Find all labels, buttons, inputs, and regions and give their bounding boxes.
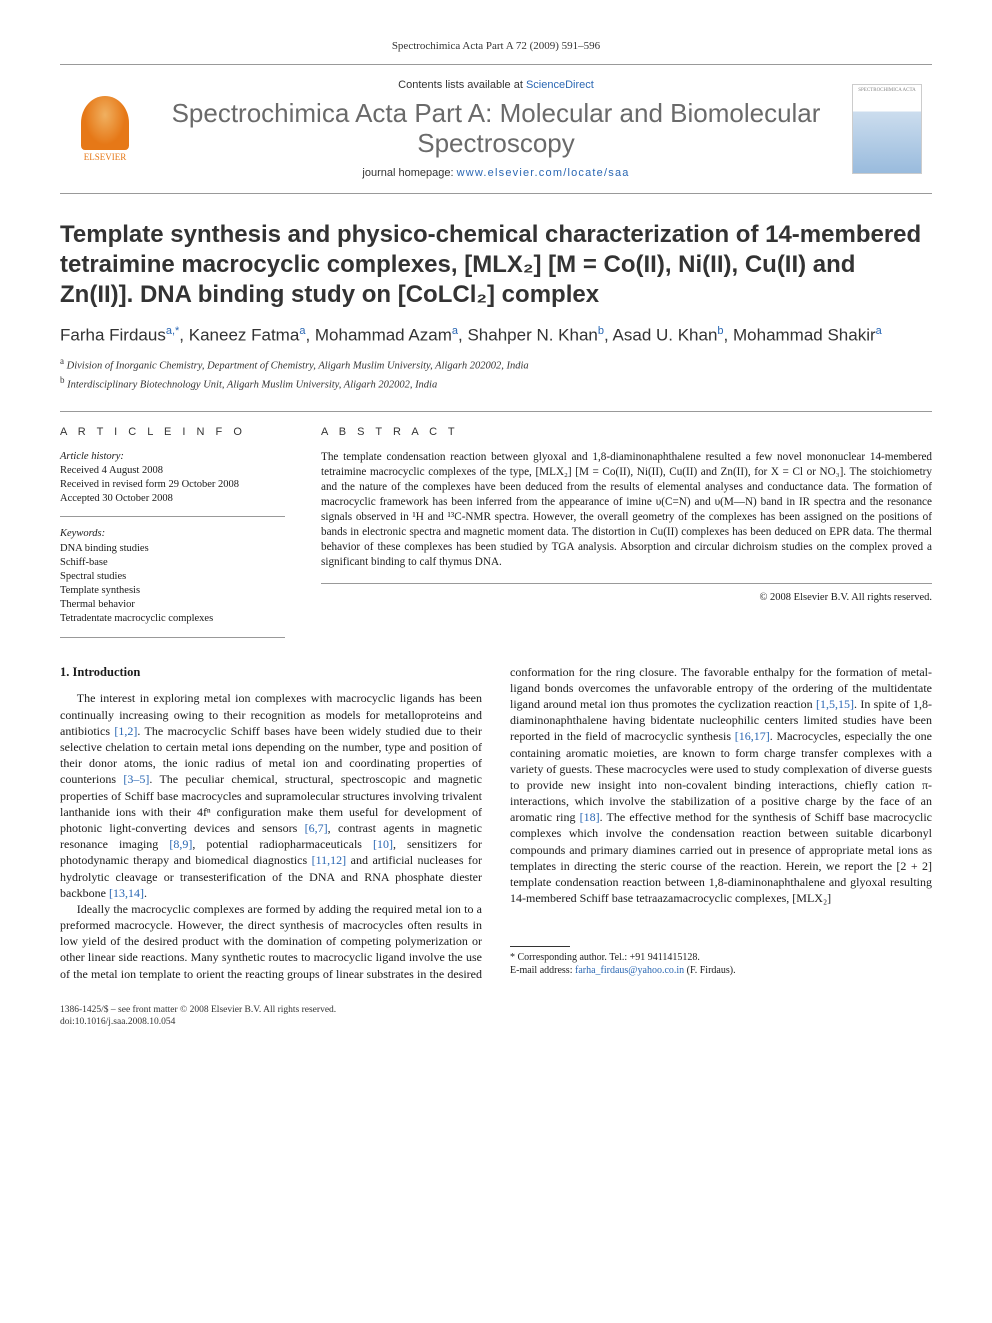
intro-para-1: The interest in exploring metal ion comp… [60,690,482,900]
masthead: ELSEVIER Contents lists available at Sci… [60,64,932,194]
elsevier-label: ELSEVIER [84,152,127,162]
ref-8-9[interactable]: [8,9] [169,837,192,851]
footer-frontmatter: 1386-1425/$ – see front matter © 2008 El… [60,1004,932,1016]
keywords-label: Keywords: [60,527,285,541]
history-accepted: Accepted 30 October 2008 [60,492,285,506]
history-revised: Received in revised form 29 October 2008 [60,478,285,492]
footer-doi: doi:10.1016/j.saa.2008.10.054 [60,1016,932,1028]
ref-3-5[interactable]: [3–5] [123,772,149,786]
keyword: Schiff-base [60,556,285,570]
affil-sup-b: b [60,375,65,385]
keyword: Template synthesis [60,584,285,598]
article-info-row: A R T I C L E I N F O Article history: R… [60,411,932,638]
homepage-url[interactable]: www.elsevier.com/locate/saa [457,167,630,179]
ref-16-17[interactable]: [16,17] [735,729,770,743]
page-footer: 1386-1425/$ – see front matter © 2008 El… [60,1004,932,1029]
affil-sup-a: a [60,356,64,366]
history-label: Article history: [60,450,285,464]
journal-cover-thumb: SPECTROCHIMICA ACTA [852,84,922,174]
email-suffix: (F. Firdaus). [684,965,735,976]
email-label: E-mail address: [510,965,575,976]
elsevier-logo: ELSEVIER [70,90,140,168]
homepage-prefix: journal homepage: [362,167,456,179]
article-history: Article history: Received 4 August 2008 … [60,450,285,518]
keyword: Spectral studies [60,570,285,584]
ref-1-5-15[interactable]: [1,5,15] [816,697,854,711]
ref-1-2[interactable]: [1,2] [114,724,137,738]
footnote-separator [510,946,570,947]
running-head: Spectrochimica Acta Part A 72 (2009) 591… [60,40,932,52]
contents-prefix: Contents lists available at [398,79,526,91]
author-list: Farha Firdausa,*, Kaneez Fatmaa, Mohamma… [60,324,932,348]
homepage-line: journal homepage: www.elsevier.com/locat… [156,167,836,179]
history-received: Received 4 August 2008 [60,464,285,478]
elsevier-tree-icon [81,96,129,150]
abstract-copyright: © 2008 Elsevier B.V. All rights reserved… [321,592,932,603]
corresponding-author-footnote: * Corresponding author. Tel.: +91 941141… [510,951,932,977]
contents-available-line: Contents lists available at ScienceDirec… [156,79,836,91]
ref-10[interactable]: [10] [373,837,393,851]
abstract-column: A B S T R A C T The template condensatio… [321,426,932,638]
ref-6-7[interactable]: [6,7] [305,821,328,835]
keyword: Tetradentate macrocyclic complexes [60,612,285,626]
affil-text-a: Division of Inorganic Chemistry, Departm… [67,361,529,372]
corr-email[interactable]: farha_firdaus@yahoo.co.in [575,965,684,976]
affiliations: a Division of Inorganic Chemistry, Depar… [60,355,932,392]
ref-11-12[interactable]: [11,12] [312,853,347,867]
corr-author-line: * Corresponding author. Tel.: +91 941141… [510,951,932,964]
keyword: Thermal behavior [60,598,285,612]
ref-18[interactable]: [18] [580,810,600,824]
journal-name: Spectrochimica Acta Part A: Molecular an… [156,99,836,159]
sciencedirect-link[interactable]: ScienceDirect [526,79,594,91]
ref-13-14[interactable]: [13,14] [109,886,144,900]
abstract-heading: A B S T R A C T [321,426,932,438]
section-1-title: 1. Introduction [60,664,482,681]
affil-text-b: Interdisciplinary Biotechnology Unit, Al… [67,380,437,391]
keyword: DNA binding studies [60,542,285,556]
abstract-text: The template condensation reaction betwe… [321,450,932,584]
masthead-center: Contents lists available at ScienceDirec… [156,79,836,179]
article-title: Template synthesis and physico-chemical … [60,220,932,310]
article-info-heading: A R T I C L E I N F O [60,426,285,438]
article-info-column: A R T I C L E I N F O Article history: R… [60,426,285,638]
body-text: 1. Introduction The interest in explorin… [60,664,932,982]
keywords-block: Keywords: DNA binding studies Schiff-bas… [60,527,285,637]
corr-email-line: E-mail address: farha_firdaus@yahoo.co.i… [510,964,932,977]
